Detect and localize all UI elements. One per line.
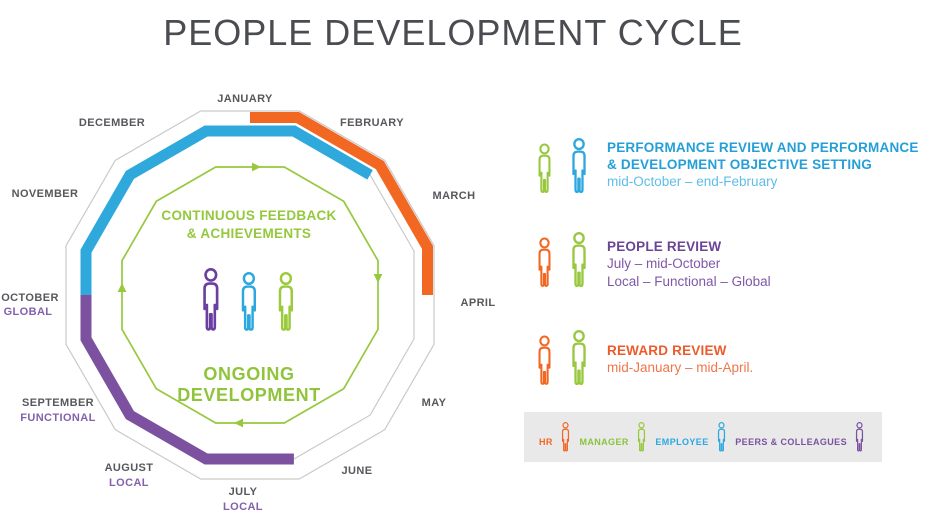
manager-person-icon <box>637 421 645 451</box>
employee-key-label: EMPLOYEE <box>655 436 709 447</box>
performance-review-title-line2: & DEVELOPMENT OBJECTIVE SETTING <box>607 157 872 172</box>
reward-review-title: REWARD REVIEW <box>607 343 727 358</box>
month-label-october: OCTOBER <box>1 292 59 304</box>
manager-key-label: MANAGER <box>579 436 629 447</box>
legend-item-reward-review: REWARD REVIEW mid-January – mid-April. <box>532 330 753 388</box>
month-sublabel-september-functional: FUNCTIONAL <box>20 412 96 424</box>
continuous-feedback-line2: & ACHIEVEMENTS <box>187 226 311 241</box>
month-sublabel-october-global: GLOBAL <box>4 306 53 318</box>
manager-person-icon <box>572 232 586 288</box>
ongoing-development-line1: ONGOING <box>203 364 294 384</box>
performance-review-title-line1: PERFORMANCE REVIEW AND PERFORMANCE <box>607 140 919 155</box>
cycle-diagram: JANUARY FEBRUARY MARCH APRIL MAY JUNE JU… <box>1 93 496 513</box>
manager-person-icon <box>538 143 551 193</box>
clockwise-arrow-top-icon <box>252 162 261 172</box>
outer-ring-outline <box>65 110 435 480</box>
performance-review-period: mid-October – end-February <box>607 174 778 189</box>
performance-review-segment <box>80 125 373 295</box>
manager-person-icon <box>278 271 294 331</box>
hr-person-icon <box>561 421 569 451</box>
manager-person-icon <box>572 330 586 386</box>
clockwise-arrow-left-icon <box>117 283 127 292</box>
role-color-key: HR MANAGER EMPLOYEE PEERS & COLLEAGUES <box>524 412 882 462</box>
hr-person-icon <box>538 237 551 287</box>
month-label-january: JANUARY <box>217 93 273 105</box>
continuous-feedback-line1: CONTINUOUS FEEDBACK <box>161 208 336 223</box>
clockwise-arrow-right-icon <box>373 274 383 283</box>
month-label-november: NOVEMBER <box>12 188 79 200</box>
page-title: PEOPLE DEVELOPMENT CYCLE <box>163 12 743 53</box>
month-label-february: FEBRUARY <box>340 117 404 129</box>
hr-person-icon <box>538 335 551 385</box>
month-sublabel-july-local: LOCAL <box>223 501 263 513</box>
ongoing-development-line2: DEVELOPMENT <box>177 385 321 405</box>
peers-person-icon <box>855 421 864 451</box>
month-label-december: DECEMBER <box>79 117 145 129</box>
month-label-march: MARCH <box>433 190 476 202</box>
key-item-employee: EMPLOYEE <box>655 421 728 453</box>
feedback-loop-outline <box>121 166 379 424</box>
people-review-period: July – mid-October <box>607 256 721 271</box>
month-label-september: SEPTEMBER <box>22 397 94 409</box>
inner-ring-outline <box>85 130 415 460</box>
legend-item-people-review: PEOPLE REVIEW July – mid-October Local –… <box>532 232 771 290</box>
month-label-august: AUGUST <box>105 462 154 474</box>
clockwise-arrow-bottom-icon <box>234 418 243 428</box>
month-sublabel-august-local: LOCAL <box>109 477 149 489</box>
peers-colleagues-key-label: PEERS & COLLEAGUES <box>735 436 847 447</box>
key-item-hr: HR <box>539 421 573 453</box>
peers-person-icon <box>203 268 219 331</box>
reward-review-period: mid-January – mid-April. <box>607 360 754 375</box>
legend-item-performance-review: PERFORMANCE REVIEW AND PERFORMANCE & DEV… <box>532 138 919 196</box>
key-item-peers-colleagues: PEERS & COLLEAGUES <box>735 421 867 453</box>
legend-icons-reward-review <box>532 330 593 388</box>
people-review-title: PEOPLE REVIEW <box>607 239 722 254</box>
month-label-july: JULY <box>229 486 258 498</box>
employee-person-icon <box>572 138 586 194</box>
people-review-scope: Local – Functional – Global <box>607 273 771 289</box>
reward-review-segment <box>250 112 433 295</box>
legend-icons-people-review <box>532 232 593 290</box>
people-review-segment <box>80 295 294 465</box>
employee-person-icon <box>241 271 257 331</box>
legend-icons-performance-review <box>532 138 593 196</box>
hr-key-label: HR <box>539 436 553 447</box>
month-label-april: APRIL <box>461 297 496 309</box>
key-item-manager: MANAGER <box>579 421 648 453</box>
month-label-june: JUNE <box>342 465 373 477</box>
employee-person-icon <box>717 421 725 451</box>
month-label-may: MAY <box>422 397 447 409</box>
